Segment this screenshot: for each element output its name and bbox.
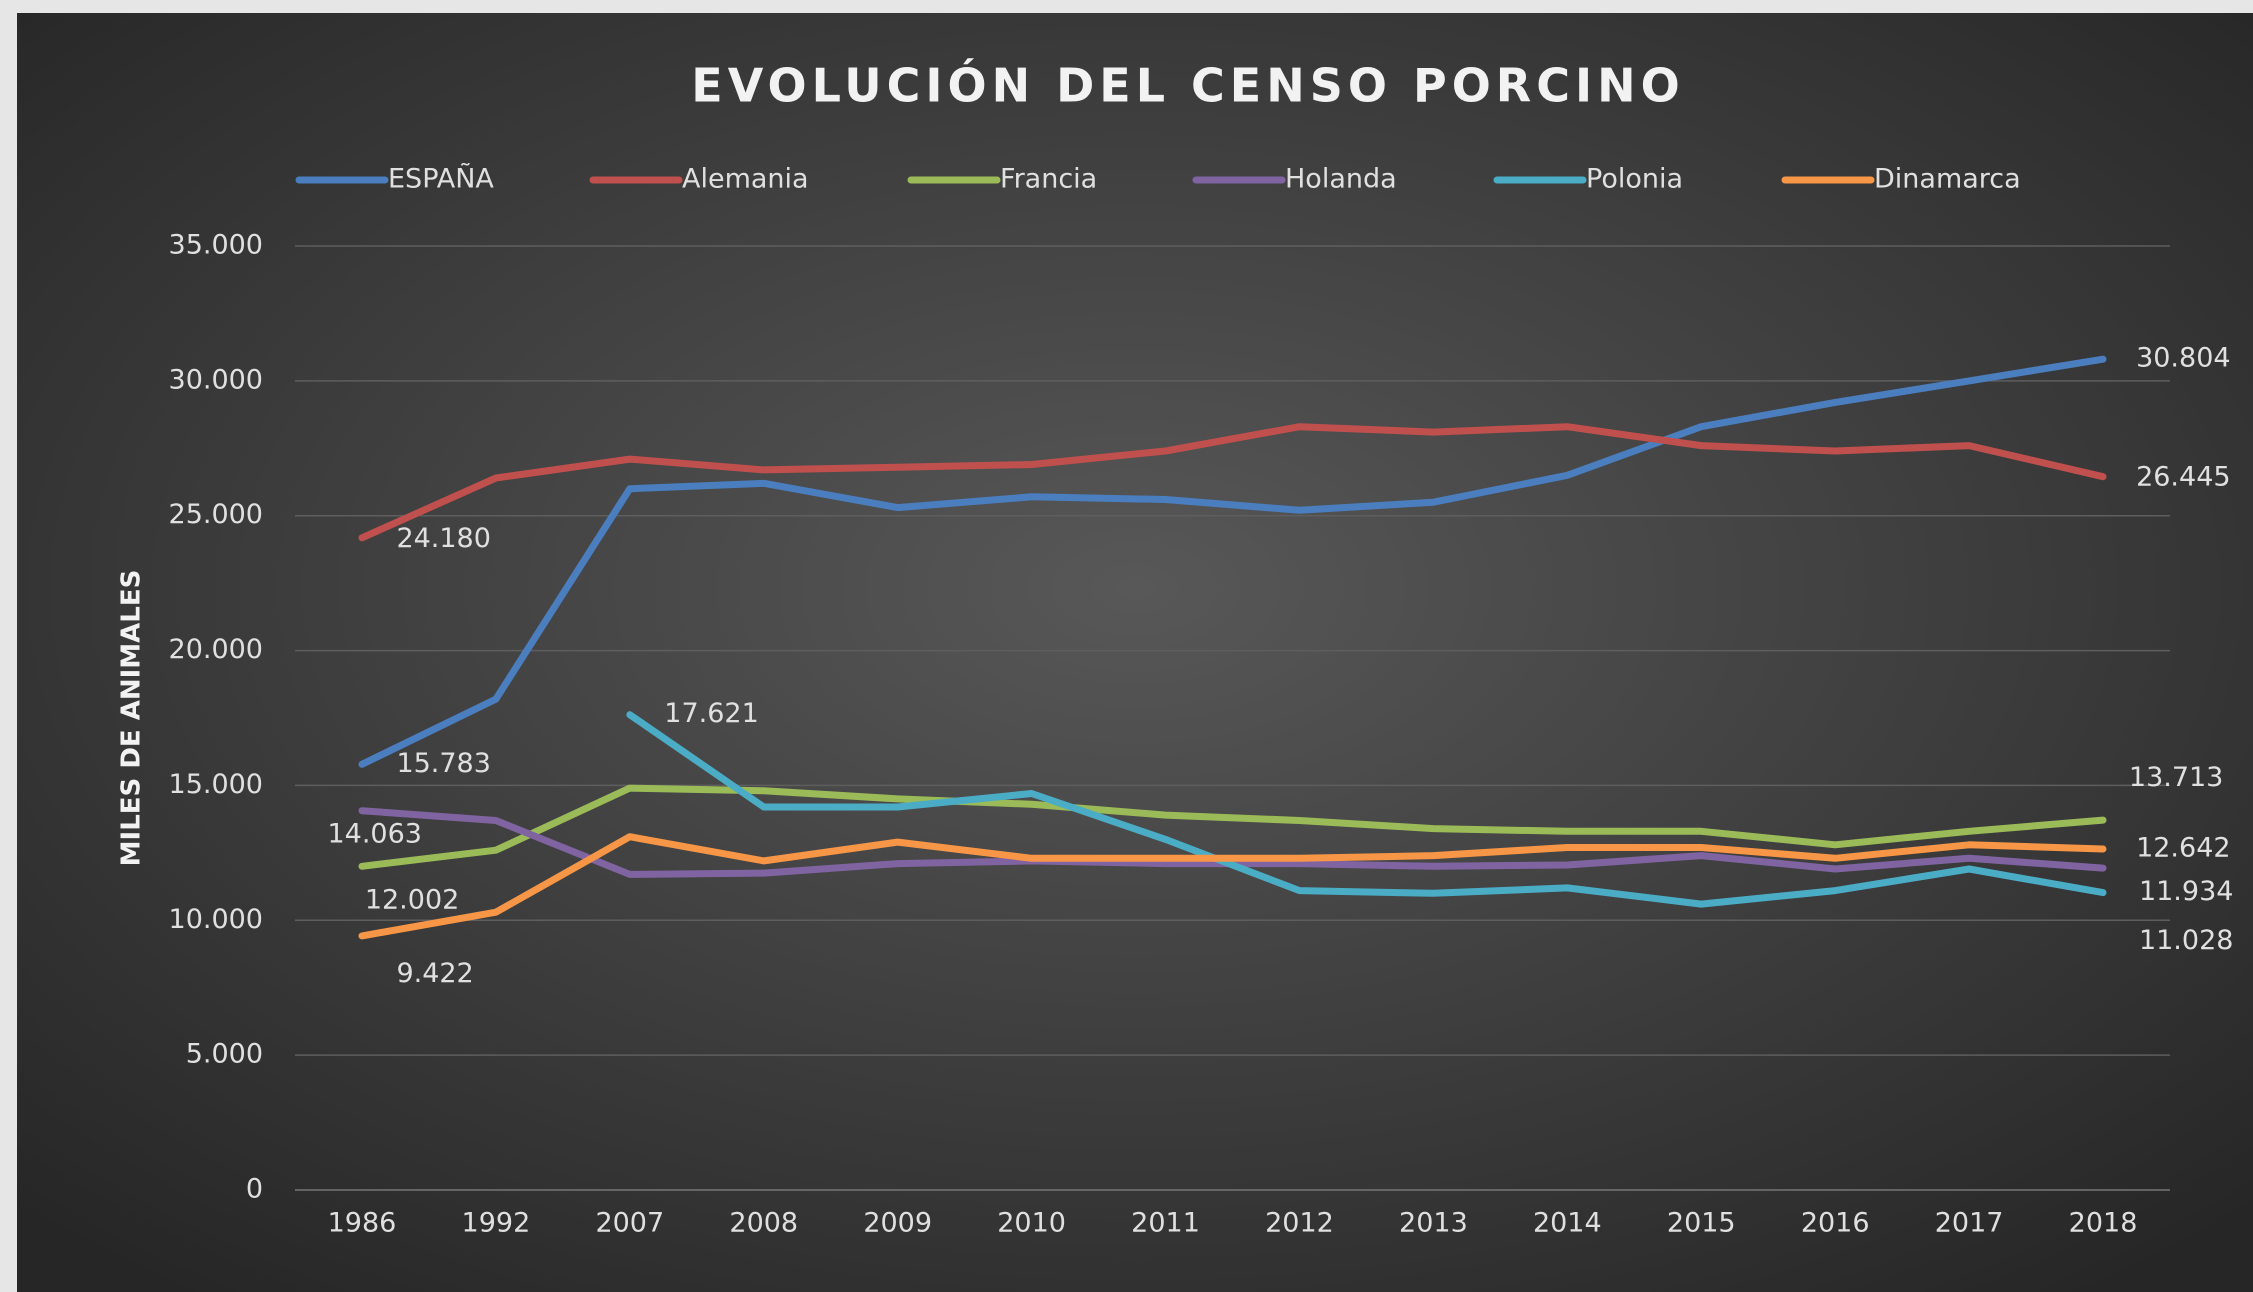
legend-label: Holanda (1285, 164, 1397, 195)
data-label: 15.783 (396, 748, 490, 779)
y-tick-label: 15.000 (169, 769, 263, 800)
y-tick-label: 0 (246, 1174, 263, 1205)
y-axis-title: MILES DE ANIMALES (117, 570, 147, 867)
data-label: 30.804 (2136, 343, 2230, 374)
x-tick-label: 2009 (863, 1208, 932, 1239)
data-label: 11.028 (2139, 925, 2233, 956)
x-tick-label: 2008 (729, 1208, 798, 1239)
y-tick-label: 5.000 (186, 1039, 263, 1070)
data-label: 12.642 (2136, 833, 2230, 864)
x-tick-label: 2012 (1265, 1208, 1334, 1239)
data-label: 26.445 (2136, 462, 2230, 493)
chart-title: EVOLUCIÓN DEL CENSO PORCINO (691, 59, 1684, 113)
y-tick-label: 20.000 (169, 634, 263, 665)
x-tick-label: 2015 (1667, 1208, 1736, 1239)
y-tick-label: 35.000 (169, 230, 263, 261)
data-label: 17.621 (664, 698, 758, 729)
x-tick-label: 2011 (1131, 1208, 1200, 1239)
legend-label: Polonia (1586, 164, 1683, 195)
x-tick-label: 2007 (595, 1208, 664, 1239)
series-line (626, 711, 2107, 908)
legend-label: Francia (1000, 164, 1097, 195)
data-label: 13.713 (2129, 762, 2223, 793)
series-line (358, 833, 2107, 940)
y-tick-label: 30.000 (169, 364, 263, 395)
legend-label: Dinamarca (1874, 164, 2021, 195)
series-line (358, 423, 2107, 542)
x-tick-label: 2010 (997, 1208, 1066, 1239)
data-label: 9.422 (396, 958, 473, 989)
x-tick-label: 2013 (1399, 1208, 1468, 1239)
series-line (358, 355, 2107, 768)
x-tick-label: 2018 (2069, 1208, 2138, 1239)
x-tick-label: 1992 (462, 1208, 531, 1239)
legend-label: Alemania (682, 164, 809, 195)
chart-background (17, 13, 2253, 1292)
x-tick-label: 2016 (1801, 1208, 1870, 1239)
series-line (358, 784, 2107, 870)
data-label: 11.934 (2139, 876, 2233, 907)
y-tick-label: 25.000 (169, 499, 263, 530)
legend-label: ESPAÑA (388, 163, 494, 195)
data-label: 12.002 (365, 884, 459, 915)
x-tick-label: 1986 (328, 1208, 397, 1239)
data-label: 24.180 (396, 523, 490, 554)
x-tick-label: 2014 (1533, 1208, 1602, 1239)
y-tick-label: 10.000 (169, 904, 263, 935)
x-tick-label: 2017 (1935, 1208, 2004, 1239)
data-label: 14.063 (327, 819, 421, 850)
